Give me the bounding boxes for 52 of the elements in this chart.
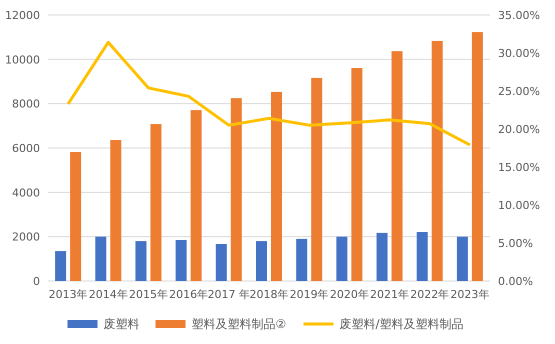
x-tick-label: 2015年 — [128, 288, 168, 301]
y-tick-label: 12000 — [5, 9, 40, 22]
bar — [135, 241, 146, 281]
bar — [472, 32, 483, 281]
bar — [351, 68, 362, 281]
y2-tick-label: 35.00% — [498, 9, 540, 22]
y2-tick-label: 15.00% — [498, 161, 540, 174]
y-tick-label: 2000 — [12, 230, 40, 244]
bar — [95, 236, 106, 281]
bar — [70, 152, 82, 281]
legend-label: 废塑料/塑料及塑料制品 — [340, 317, 464, 331]
bar — [311, 78, 322, 281]
line-series — [66, 40, 472, 146]
x-tick-label: 2017 年 — [208, 288, 250, 301]
y-tick-label: 6000 — [12, 142, 40, 155]
x-tick-label: 2019年 — [290, 288, 329, 301]
bar — [110, 140, 122, 281]
y2-tick-label: 25.00% — [498, 85, 540, 98]
bar — [216, 244, 227, 281]
legend-label: 废塑料 — [104, 317, 140, 331]
bar — [296, 238, 308, 281]
y2-tick-label: 30.00% — [498, 47, 540, 60]
bar — [392, 51, 403, 281]
x-tick-label: 2023年 — [450, 288, 490, 301]
y2-tick-label: 10.00% — [498, 199, 540, 212]
bar — [456, 236, 468, 281]
bar — [55, 251, 66, 281]
bar — [150, 124, 162, 281]
bar — [336, 236, 348, 281]
x-tick-label: 2022年 — [410, 288, 450, 301]
bar — [230, 98, 242, 281]
bar — [176, 240, 187, 281]
x-tick-label: 2016年 — [169, 288, 208, 301]
legend-label: 塑料及塑料制品② — [192, 317, 286, 331]
bar — [432, 40, 443, 281]
bar — [190, 110, 202, 281]
y-tick-label: 0 — [33, 275, 40, 288]
x-tick-label: 2014年 — [88, 288, 128, 301]
x-tick-label: 2013年 — [48, 288, 88, 301]
y2-tick-label: 0.00% — [498, 275, 533, 288]
y-tick-label: 4000 — [12, 186, 40, 200]
bar — [376, 232, 388, 281]
x-tick-label: 2020年 — [330, 288, 369, 301]
x-tick-label: 2021年 — [370, 288, 410, 301]
y-tick-label: 8000 — [12, 98, 40, 111]
y2-tick-label: 20.00% — [498, 123, 540, 136]
bar — [256, 241, 267, 281]
x-tick-label: 2018年 — [250, 288, 288, 301]
y2-tick-label: 5.00% — [498, 237, 533, 250]
bar — [271, 92, 282, 281]
y-tick-label: 10000 — [5, 53, 40, 66]
bar — [416, 232, 428, 281]
